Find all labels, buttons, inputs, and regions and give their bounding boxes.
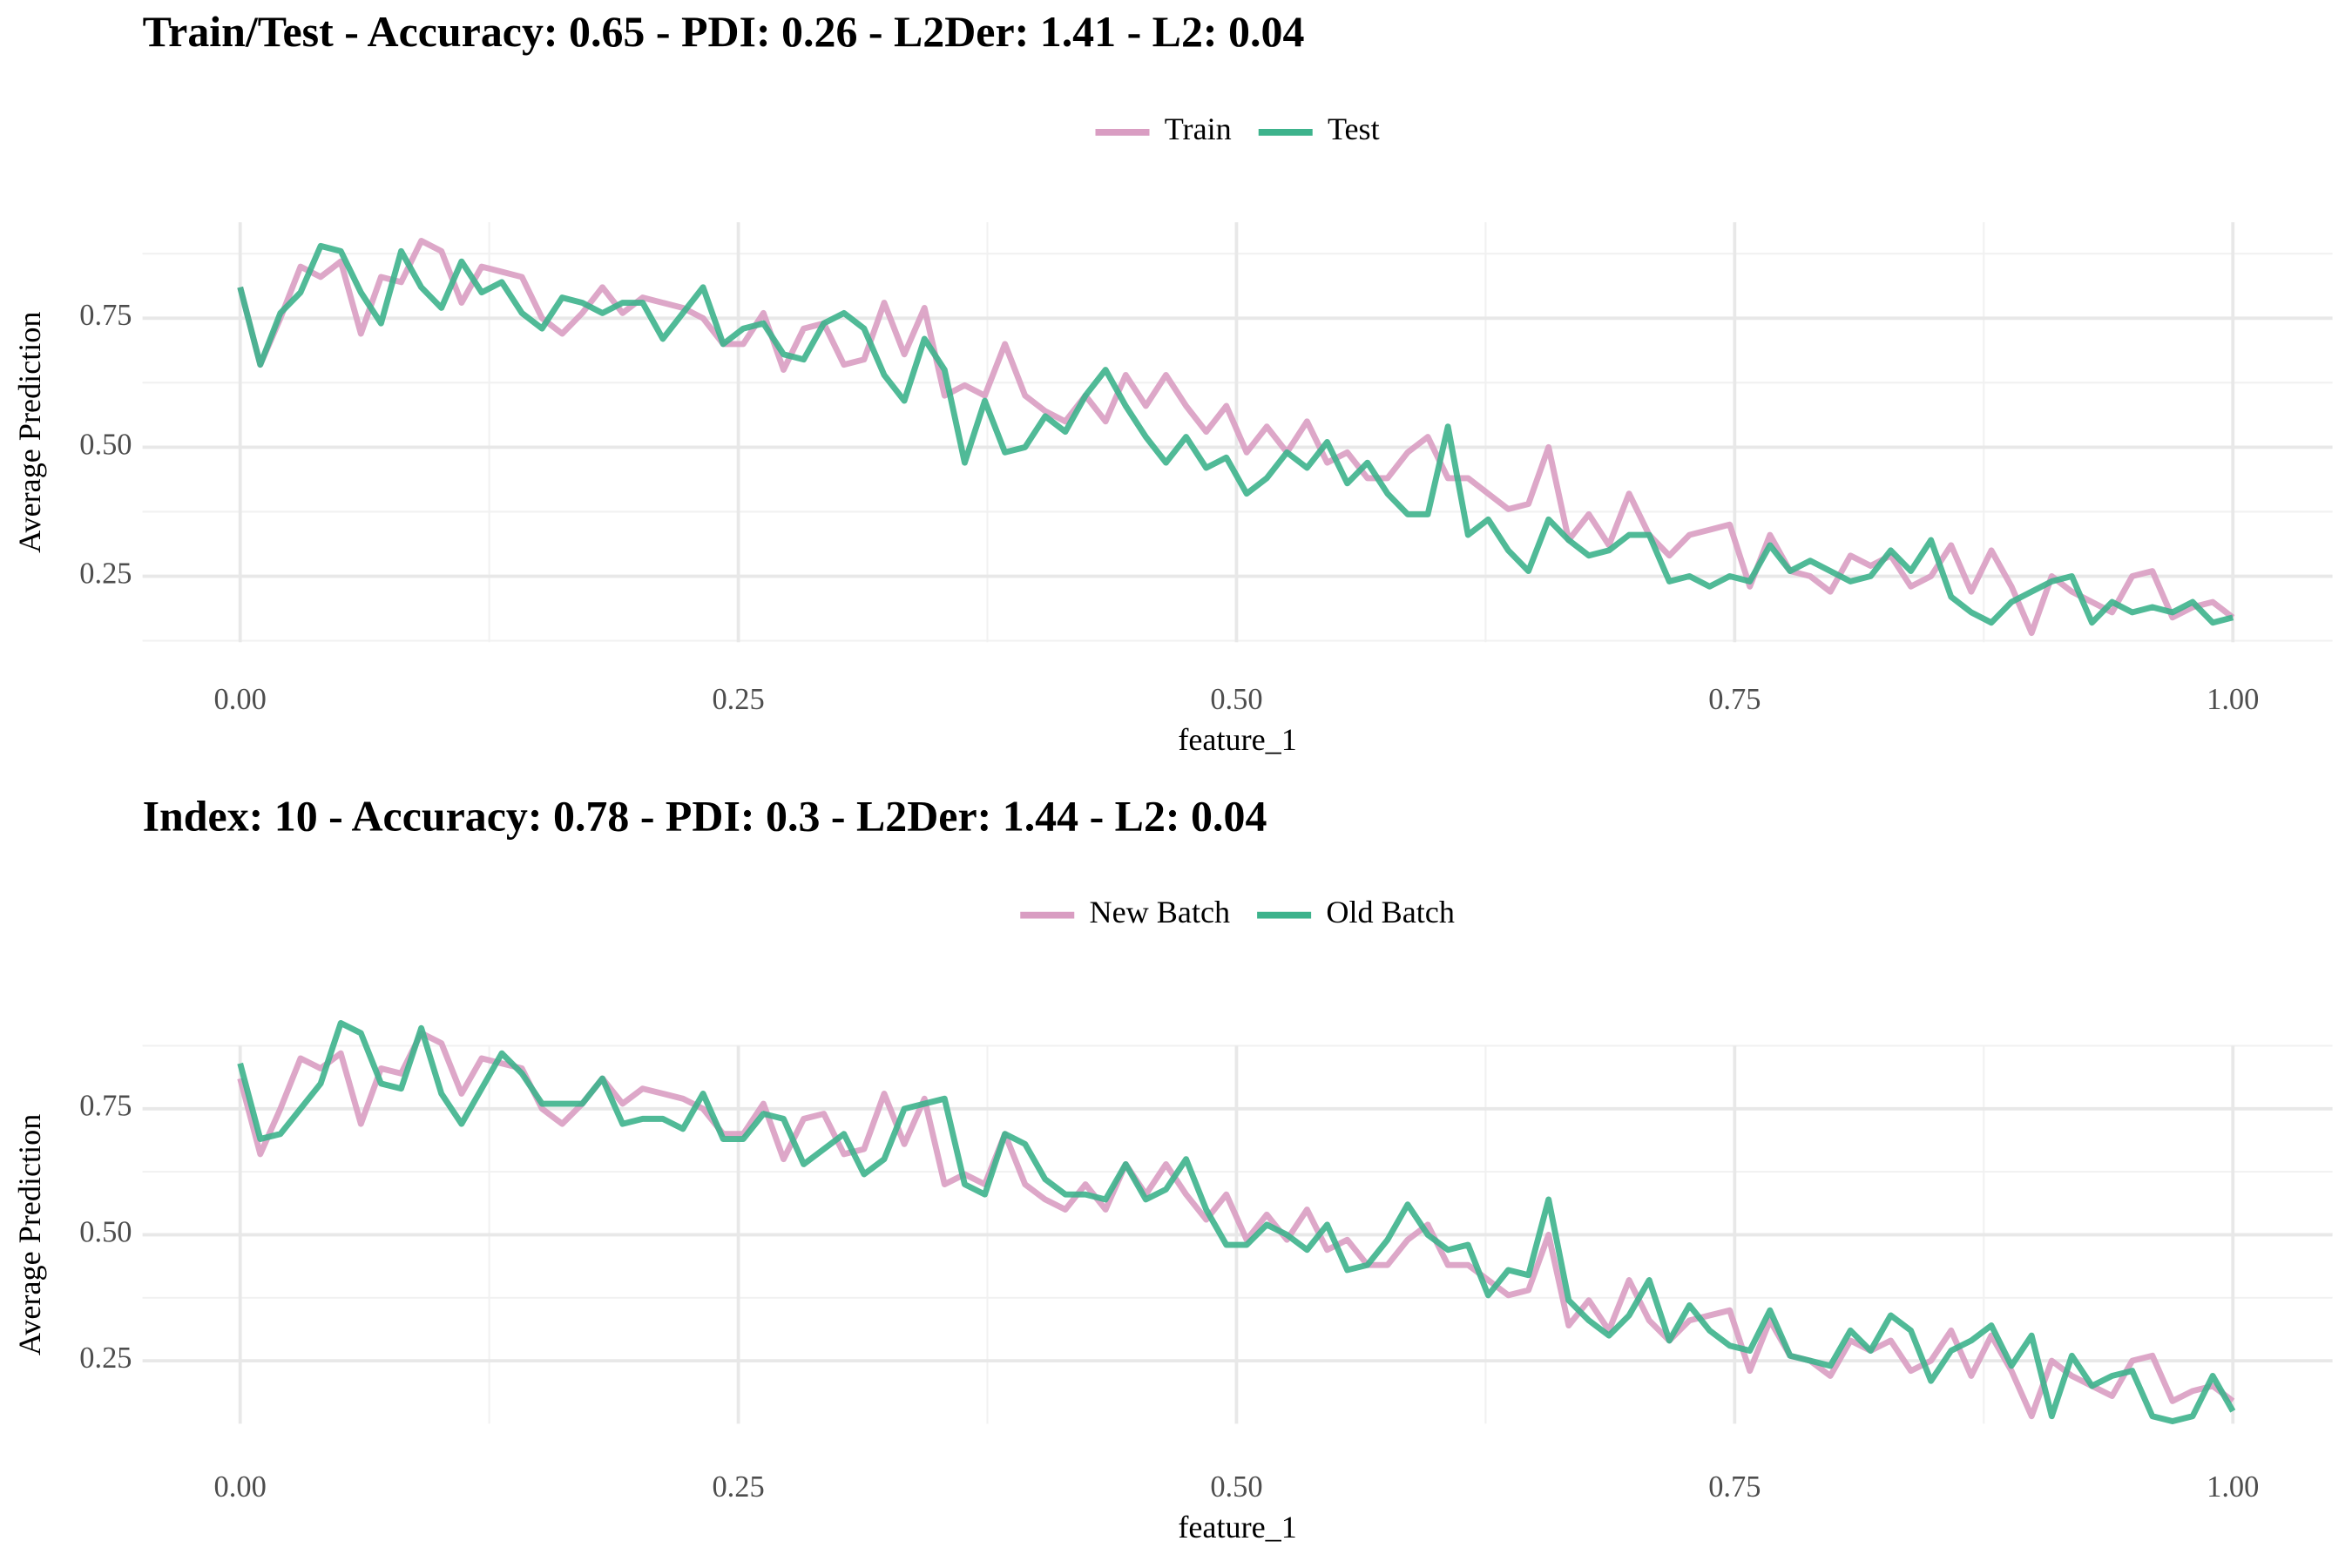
x-axis-title: feature_1 <box>1178 722 1297 757</box>
panel: Train/Test - Accuracy: 0.65 - PDI: 0.26 … <box>12 8 2333 757</box>
series-line <box>237 238 2235 637</box>
legend-label: New Batch <box>1089 895 1230 929</box>
x-tick-label: 0.75 <box>1708 683 1761 716</box>
x-tick-label: 0.25 <box>712 683 764 716</box>
y-axis-title: Average Prediction <box>12 1114 47 1355</box>
y-tick-label: 0.50 <box>79 1215 132 1248</box>
chart-title: Train/Test - Accuracy: 0.65 - PDI: 0.26 … <box>143 8 1305 56</box>
y-tick-label: 0.75 <box>79 1090 132 1123</box>
y-tick-label: 0.50 <box>79 428 132 461</box>
legend-label: Train <box>1165 112 1232 146</box>
chart-title: Index: 10 - Accuracy: 0.78 - PDI: 0.3 - … <box>143 793 1267 841</box>
x-tick-label: 0.00 <box>214 683 267 716</box>
legend: Train Test <box>1095 112 1380 146</box>
legend-label: Old Batch <box>1326 895 1455 929</box>
panel: Index: 10 - Accuracy: 0.78 - PDI: 0.3 - … <box>12 793 2333 1544</box>
y-tick-label: 0.75 <box>79 299 132 332</box>
x-tick-label: 0.00 <box>214 1470 267 1504</box>
y-axis-title: Average Prediction <box>12 311 47 552</box>
x-tick-label: 0.50 <box>1210 683 1262 716</box>
y-tick-label: 0.25 <box>79 557 132 590</box>
legend: New Batch Old Batch <box>1020 895 1455 929</box>
series-line <box>237 242 2234 626</box>
x-tick-label: 0.75 <box>1708 1470 1761 1504</box>
series-line <box>237 1019 2236 1424</box>
y-tick-label: 0.25 <box>79 1342 132 1375</box>
x-tick-label: 1.00 <box>2207 683 2259 716</box>
x-tick-label: 1.00 <box>2207 1470 2259 1504</box>
legend-label: Test <box>1328 112 1380 146</box>
x-tick-label: 0.25 <box>712 1470 764 1504</box>
series-line <box>237 1030 2235 1420</box>
x-tick-label: 0.50 <box>1210 1470 1262 1504</box>
x-axis-title: feature_1 <box>1178 1510 1297 1544</box>
